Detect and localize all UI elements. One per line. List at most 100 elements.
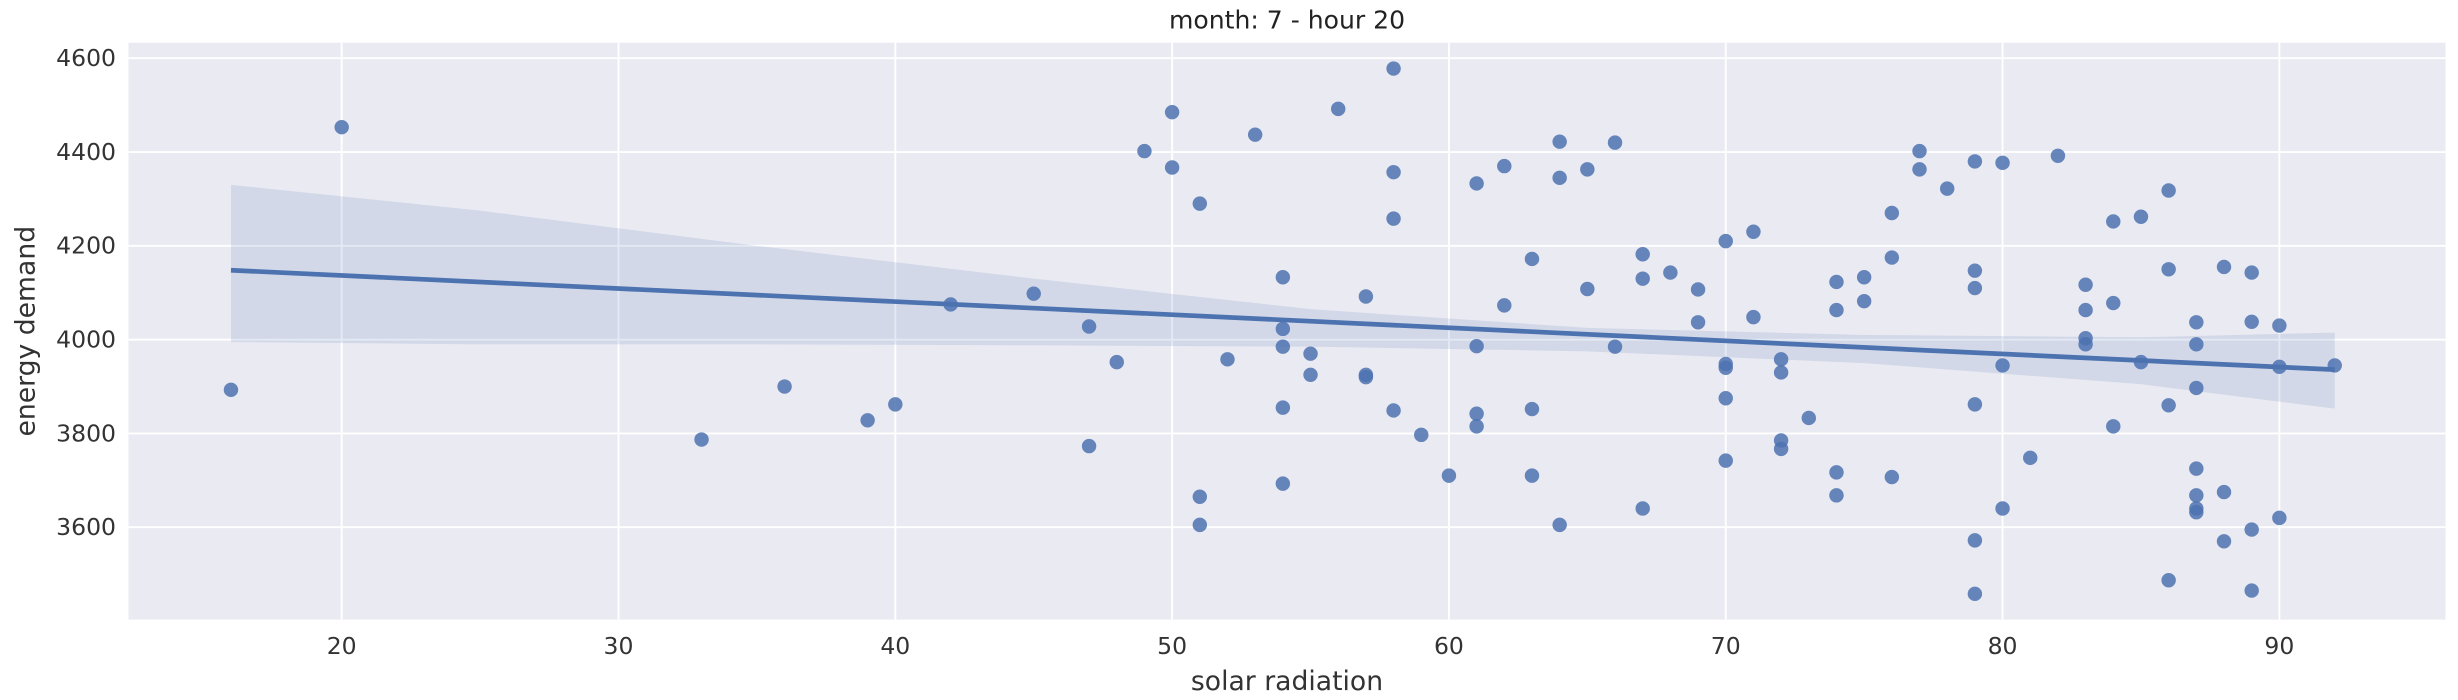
data-point [1829, 302, 1844, 318]
data-point [1635, 271, 1650, 286]
data-point [1718, 360, 1733, 375]
data-point [1829, 488, 1844, 503]
data-point [1718, 391, 1733, 406]
x-tick-label: 50 [1157, 632, 1187, 660]
data-point [2189, 488, 2204, 503]
data-point [1856, 293, 1872, 309]
data-point [223, 382, 239, 398]
data-point [1773, 365, 1789, 380]
data-point [2161, 262, 2176, 277]
data-point [2161, 183, 2176, 198]
data-point [1746, 224, 1761, 239]
x-axis-label: solar radiation [1191, 666, 1383, 697]
y-axis-label: energy demand [10, 226, 41, 437]
data-point [2078, 277, 2093, 292]
data-point [1884, 469, 1900, 485]
x-tick-label: 30 [604, 632, 634, 660]
data-point [1081, 319, 1097, 334]
data-point [1690, 315, 1706, 330]
data-point [1995, 501, 2010, 516]
data-point [1303, 367, 1318, 383]
data-point [1497, 158, 1512, 174]
data-point [1220, 352, 1235, 367]
data-point [2078, 302, 2093, 318]
data-point [1801, 410, 1817, 426]
data-point [1081, 438, 1097, 454]
data-point [2244, 265, 2259, 280]
y-tick-label: 4600 [56, 44, 116, 72]
data-point [2189, 315, 2204, 330]
confidence-band [230, 184, 2335, 409]
data-point [860, 413, 875, 428]
data-point [1856, 270, 1872, 285]
data-point [1386, 403, 1401, 418]
data-point [1331, 101, 1346, 117]
data-point [2161, 573, 2176, 588]
data-point [1552, 517, 1567, 533]
data-point [1939, 181, 1955, 196]
data-point [1635, 247, 1650, 262]
data-point [1967, 280, 1983, 296]
data-point [1635, 501, 1650, 516]
y-tick-label: 4000 [56, 325, 116, 353]
data-point [1469, 338, 1484, 354]
data-point [1552, 134, 1567, 149]
data-point [2161, 398, 2176, 413]
data-point [1469, 419, 1484, 434]
data-point [1718, 233, 1733, 249]
data-point [1137, 143, 1152, 159]
data-point [1497, 298, 1512, 313]
data-point [694, 432, 709, 447]
data-point [1690, 282, 1706, 297]
data-point [1524, 401, 1540, 417]
data-point [1275, 476, 1291, 491]
data-point [1607, 339, 1623, 354]
x-tick-label: 70 [1711, 632, 1741, 660]
data-point [1164, 160, 1180, 175]
data-point [1967, 533, 1983, 548]
data-point [2272, 510, 2287, 526]
y-tick-label: 4400 [56, 138, 116, 166]
data-point [1192, 196, 1208, 211]
data-point [1524, 251, 1540, 267]
regression-line [230, 267, 2335, 372]
data-point [1663, 265, 1678, 280]
y-tick-label: 3800 [56, 419, 116, 447]
data-point [1773, 441, 1789, 457]
data-point [1386, 211, 1401, 226]
data-points [223, 61, 2342, 602]
data-point [1358, 289, 1374, 304]
data-point [2106, 295, 2121, 311]
data-point [1829, 465, 1844, 480]
data-point [2050, 148, 2066, 163]
data-point [1469, 176, 1484, 191]
data-point [2133, 209, 2149, 224]
data-point [2106, 419, 2121, 434]
data-point [1912, 143, 1927, 159]
x-tick-label: 60 [1434, 632, 1464, 660]
data-point [1552, 170, 1567, 186]
y-tick-labels: 3600 3800 4000 4200 4400 4600 [56, 44, 116, 541]
data-point [2189, 380, 2204, 396]
data-point [1441, 468, 1457, 483]
data-point [1164, 104, 1180, 120]
data-point [1746, 309, 1761, 325]
data-point [2216, 259, 2232, 275]
data-point [2272, 318, 2287, 333]
data-point [334, 119, 349, 135]
data-point [2023, 450, 2038, 466]
data-point [1995, 358, 2010, 373]
data-point [2244, 583, 2259, 598]
y-tick-label: 4200 [56, 232, 116, 260]
data-point [1469, 406, 1484, 421]
data-point [1192, 489, 1208, 504]
data-point [1718, 453, 1733, 468]
data-point [1884, 205, 1900, 221]
data-point [1967, 263, 1983, 278]
data-point [2189, 505, 2204, 520]
data-point [1912, 162, 1927, 177]
data-point [2216, 534, 2232, 549]
data-point [2106, 214, 2121, 229]
data-point [1967, 586, 1983, 602]
